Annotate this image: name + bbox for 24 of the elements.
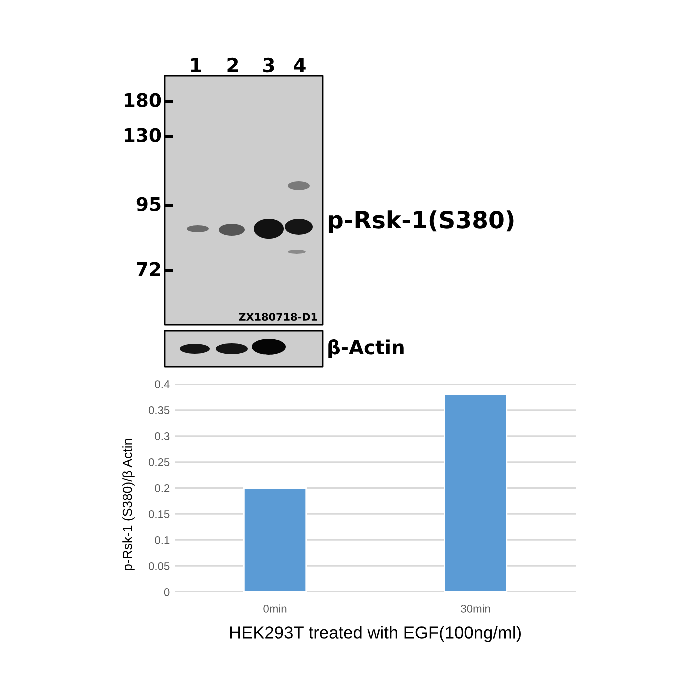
text: 72 — [137, 262, 160, 276]
y-tick-label: 0.4 — [155, 380, 170, 388]
y-tick-label: 0.2 — [155, 484, 170, 492]
y-tick-label: 0.1 — [155, 536, 170, 544]
y-tick-label: 0.3 — [155, 432, 170, 440]
text: 130 — [124, 128, 162, 142]
y-tick-label: 0 — [164, 588, 170, 596]
x-axis-title: HEK293T treated with EGF(100ng/ml) — [230, 626, 521, 642]
y-tick-label: 0.25 — [148, 458, 170, 466]
text: ZX180718-D1 — [239, 313, 318, 322]
text: 4 — [294, 58, 306, 72]
text: 3 — [264, 58, 274, 73]
x-tick-label: 30min — [461, 604, 490, 613]
y-tick-label: 0.05 — [148, 562, 170, 570]
y-tick-label: 0.35 — [148, 406, 170, 414]
y-tick-label: 0.15 — [148, 510, 170, 518]
text: 2 — [228, 58, 238, 72]
text: 95 — [136, 197, 161, 212]
x-tick-label: 0min — [264, 604, 287, 613]
text: β-Actin — [328, 339, 404, 359]
text: p-Rsk-1(S380) — [328, 210, 514, 234]
text: 180 — [124, 93, 162, 108]
text: 1 — [191, 58, 202, 72]
y-axis-title: p-Rsk-1 (S380)/β Actin — [122, 439, 135, 571]
